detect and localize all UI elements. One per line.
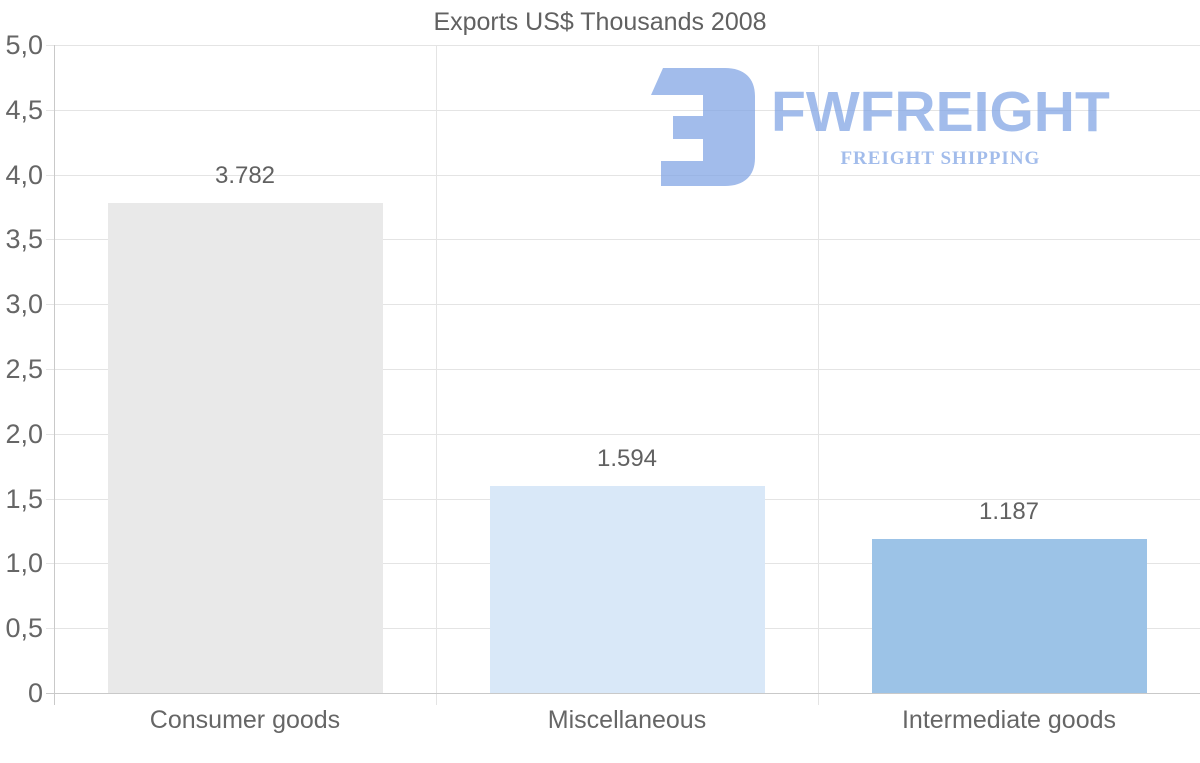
x-axis-category-label: Intermediate goods	[901, 706, 1117, 734]
bar-consumer-goods	[107, 202, 383, 693]
y-gridline	[46, 304, 1200, 306]
y-axis-line	[54, 45, 55, 705]
watermark-tagline: FREIGHT SHIPPING	[840, 148, 1041, 169]
y-axis-tick-label: 4,5	[5, 94, 43, 125]
y-axis-tick-label: 2,5	[5, 354, 43, 384]
x-axis-category-label: Consumer goods	[149, 706, 341, 734]
x-axis-line	[46, 693, 1200, 694]
bar-intermediate-goods	[871, 539, 1147, 693]
y-gridline	[46, 433, 1200, 435]
watermark-brand: FWFREIGHT	[771, 80, 1110, 144]
watermark-text-block: FWFREIGHT FREIGHT SHIPPING	[771, 84, 1110, 170]
y-axis-tick-label: 1,5	[5, 483, 43, 514]
y-axis-tick-label: 5,0	[5, 30, 43, 60]
y-gridline	[46, 369, 1200, 370]
category-separator-gridline	[436, 45, 437, 705]
y-axis-tick-label: 4,0	[5, 159, 43, 190]
y-gridline	[46, 109, 1200, 111]
fwfreight-logo-icon	[651, 68, 755, 186]
y-axis-tick-label: 0,5	[5, 613, 43, 644]
x-axis-category-label: Miscellaneous	[547, 706, 707, 734]
bar-value-label: 1.594	[596, 445, 658, 473]
category-separator-gridline	[818, 45, 819, 705]
y-gridline	[46, 174, 1200, 176]
y-axis-tick-label: 2,0	[5, 418, 43, 449]
bar-value-label: 1.187	[978, 498, 1040, 526]
y-axis-tick-label: 3,0	[5, 289, 43, 320]
y-axis-tick-label: 0	[27, 678, 43, 708]
y-gridline	[46, 239, 1200, 241]
y-gridline	[46, 45, 1200, 46]
bar-value-label: 3.782	[214, 161, 276, 189]
y-axis-tick-label: 1,0	[5, 548, 43, 579]
watermark-logo: FWFREIGHT FREIGHT SHIPPING	[645, 68, 1110, 186]
bar-miscellaneous	[489, 486, 765, 693]
y-axis-tick-label: 3,5	[5, 224, 43, 255]
chart-title: Exports US$ Thousands 2008	[433, 8, 767, 36]
